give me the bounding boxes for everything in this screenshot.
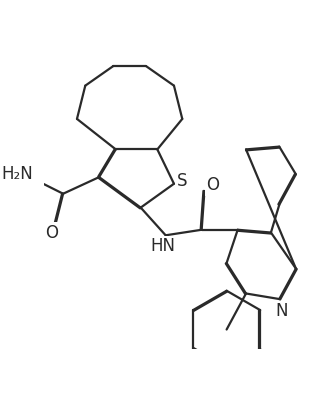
Text: HN: HN bbox=[150, 237, 176, 255]
Text: O: O bbox=[46, 224, 58, 242]
Text: O: O bbox=[206, 176, 219, 195]
Text: S: S bbox=[177, 172, 188, 190]
Text: H₂N: H₂N bbox=[2, 165, 33, 183]
Text: N: N bbox=[276, 302, 288, 320]
